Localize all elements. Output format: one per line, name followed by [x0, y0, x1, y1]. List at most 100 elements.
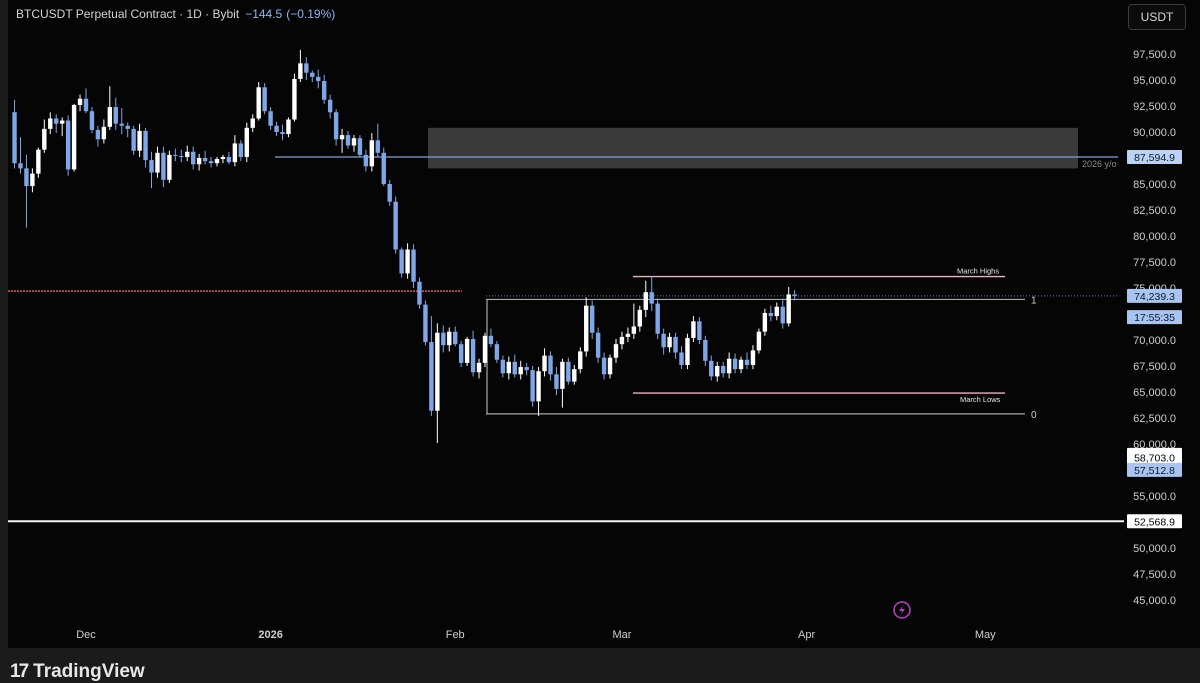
chart-header: BTCUSDT Perpetual Contract · 1D · Bybit −…: [16, 7, 335, 21]
price-label-box: [1127, 450, 1182, 465]
candle-body: [500, 359, 506, 374]
y-axis-tick: 92,500.0: [1133, 101, 1176, 113]
candle-body: [715, 366, 720, 377]
yearly-open-label: 2026 y/o: [1082, 159, 1117, 169]
candle-body: [119, 123, 124, 126]
candle-body: [637, 309, 643, 327]
currency-button[interactable]: USDT: [1128, 4, 1186, 30]
candle-body: [756, 331, 762, 351]
lightning-icon[interactable]: [893, 601, 911, 619]
candle-body: [643, 292, 648, 310]
price-change-percent: (−0.19%): [286, 7, 336, 21]
price-label-box: [1127, 310, 1182, 325]
y-axis-tick: 77,500.0: [1133, 257, 1176, 269]
price-label: 52,568.9: [1134, 516, 1175, 528]
candle-body: [244, 127, 249, 157]
candle-body: [274, 125, 279, 132]
candle-body: [786, 294, 791, 324]
candle-body: [447, 331, 452, 346]
candle-body: [453, 331, 458, 345]
candle-body: [488, 335, 494, 345]
candle-body: [673, 336, 678, 353]
tradingview-wordmark: TradingView: [33, 661, 145, 682]
price-label-box: [1127, 514, 1182, 529]
candle-body: [554, 374, 559, 389]
candle-body: [738, 359, 744, 370]
candle-body: [393, 201, 398, 250]
candle-body: [476, 362, 482, 373]
candle-body: [768, 312, 774, 317]
y-axis-tick: 45,000.0: [1133, 595, 1176, 607]
candle-body: [54, 118, 59, 124]
symbol-title: BTCUSDT Perpetual Contract · 1D · Bybit: [16, 7, 240, 21]
x-axis-tick: May: [975, 629, 996, 641]
candle-body: [59, 120, 65, 124]
candle-body: [375, 140, 380, 153]
candle-body: [256, 87, 261, 119]
candle-body: [316, 76, 321, 82]
candle-body: [48, 118, 53, 129]
candle-body: [101, 126, 107, 140]
y-axis-tick: 50,000.0: [1133, 543, 1176, 555]
candle-body: [143, 130, 148, 161]
candle-body: [566, 361, 571, 382]
candle-body: [458, 344, 464, 363]
price-label: 74,239.3: [1134, 291, 1175, 303]
price-label: 57,512.8: [1134, 465, 1175, 477]
lightning-icon-bolt: [899, 604, 905, 616]
candle-body: [732, 358, 738, 370]
candle-body: [131, 128, 136, 151]
candle-body: [387, 184, 392, 202]
candle-body: [89, 111, 95, 130]
candle-body: [578, 351, 583, 370]
candle-body: [286, 119, 291, 135]
candle-body: [429, 342, 434, 411]
candle-body: [774, 306, 779, 317]
candle-body: [113, 107, 118, 124]
candle-body: [137, 130, 142, 151]
candle-body: [524, 367, 529, 371]
candle-body: [36, 149, 41, 174]
candle-body: [494, 344, 500, 360]
candle-body: [339, 135, 345, 140]
candle-body: [71, 104, 77, 170]
y-axis-tick: 82,500.0: [1133, 205, 1176, 217]
candle-body: [744, 359, 750, 365]
candle-body: [351, 138, 357, 146]
candle-body: [226, 156, 232, 163]
candle-body: [750, 350, 756, 365]
price-label-box: [1127, 150, 1182, 165]
y-axis-tick: 55,000.0: [1133, 491, 1176, 503]
candle-body: [613, 344, 619, 358]
chart-pane[interactable]: [8, 0, 1200, 648]
candle-body: [703, 340, 708, 361]
price-change: −144.5: [245, 7, 283, 21]
candle-body: [530, 370, 535, 402]
candle-body: [667, 336, 672, 348]
candle-body: [155, 152, 160, 173]
candle-body: [720, 366, 726, 374]
candle-body: [220, 156, 226, 160]
candle-body: [655, 303, 660, 334]
candle-body: [411, 249, 416, 282]
fib-level-0-label: 0: [1031, 410, 1037, 421]
candle-body: [125, 125, 130, 129]
x-axis-tick: Feb: [446, 629, 465, 641]
candle-body: [482, 335, 488, 363]
y-axis-tick: 97,500.0: [1133, 49, 1176, 61]
y-axis-tick: 70,000.0: [1133, 335, 1176, 347]
resistance-zone: [428, 127, 1078, 169]
candle-body: [107, 107, 113, 127]
x-axis-tick: Mar: [612, 629, 631, 641]
candle-body: [470, 338, 476, 373]
candle-body: [357, 138, 363, 155]
candle-body: [24, 168, 29, 187]
candle-body: [262, 87, 267, 112]
candle-body: [423, 304, 428, 343]
candle-body: [83, 98, 89, 112]
candlestick-chart[interactable]: 2026 y/o March Highs March Lows 1 0 97,500.0…: [0, 0, 1200, 648]
candle-body: [780, 306, 785, 324]
candle-body: [327, 99, 333, 113]
candle-body: [185, 151, 190, 157]
candle-body: [625, 333, 631, 337]
